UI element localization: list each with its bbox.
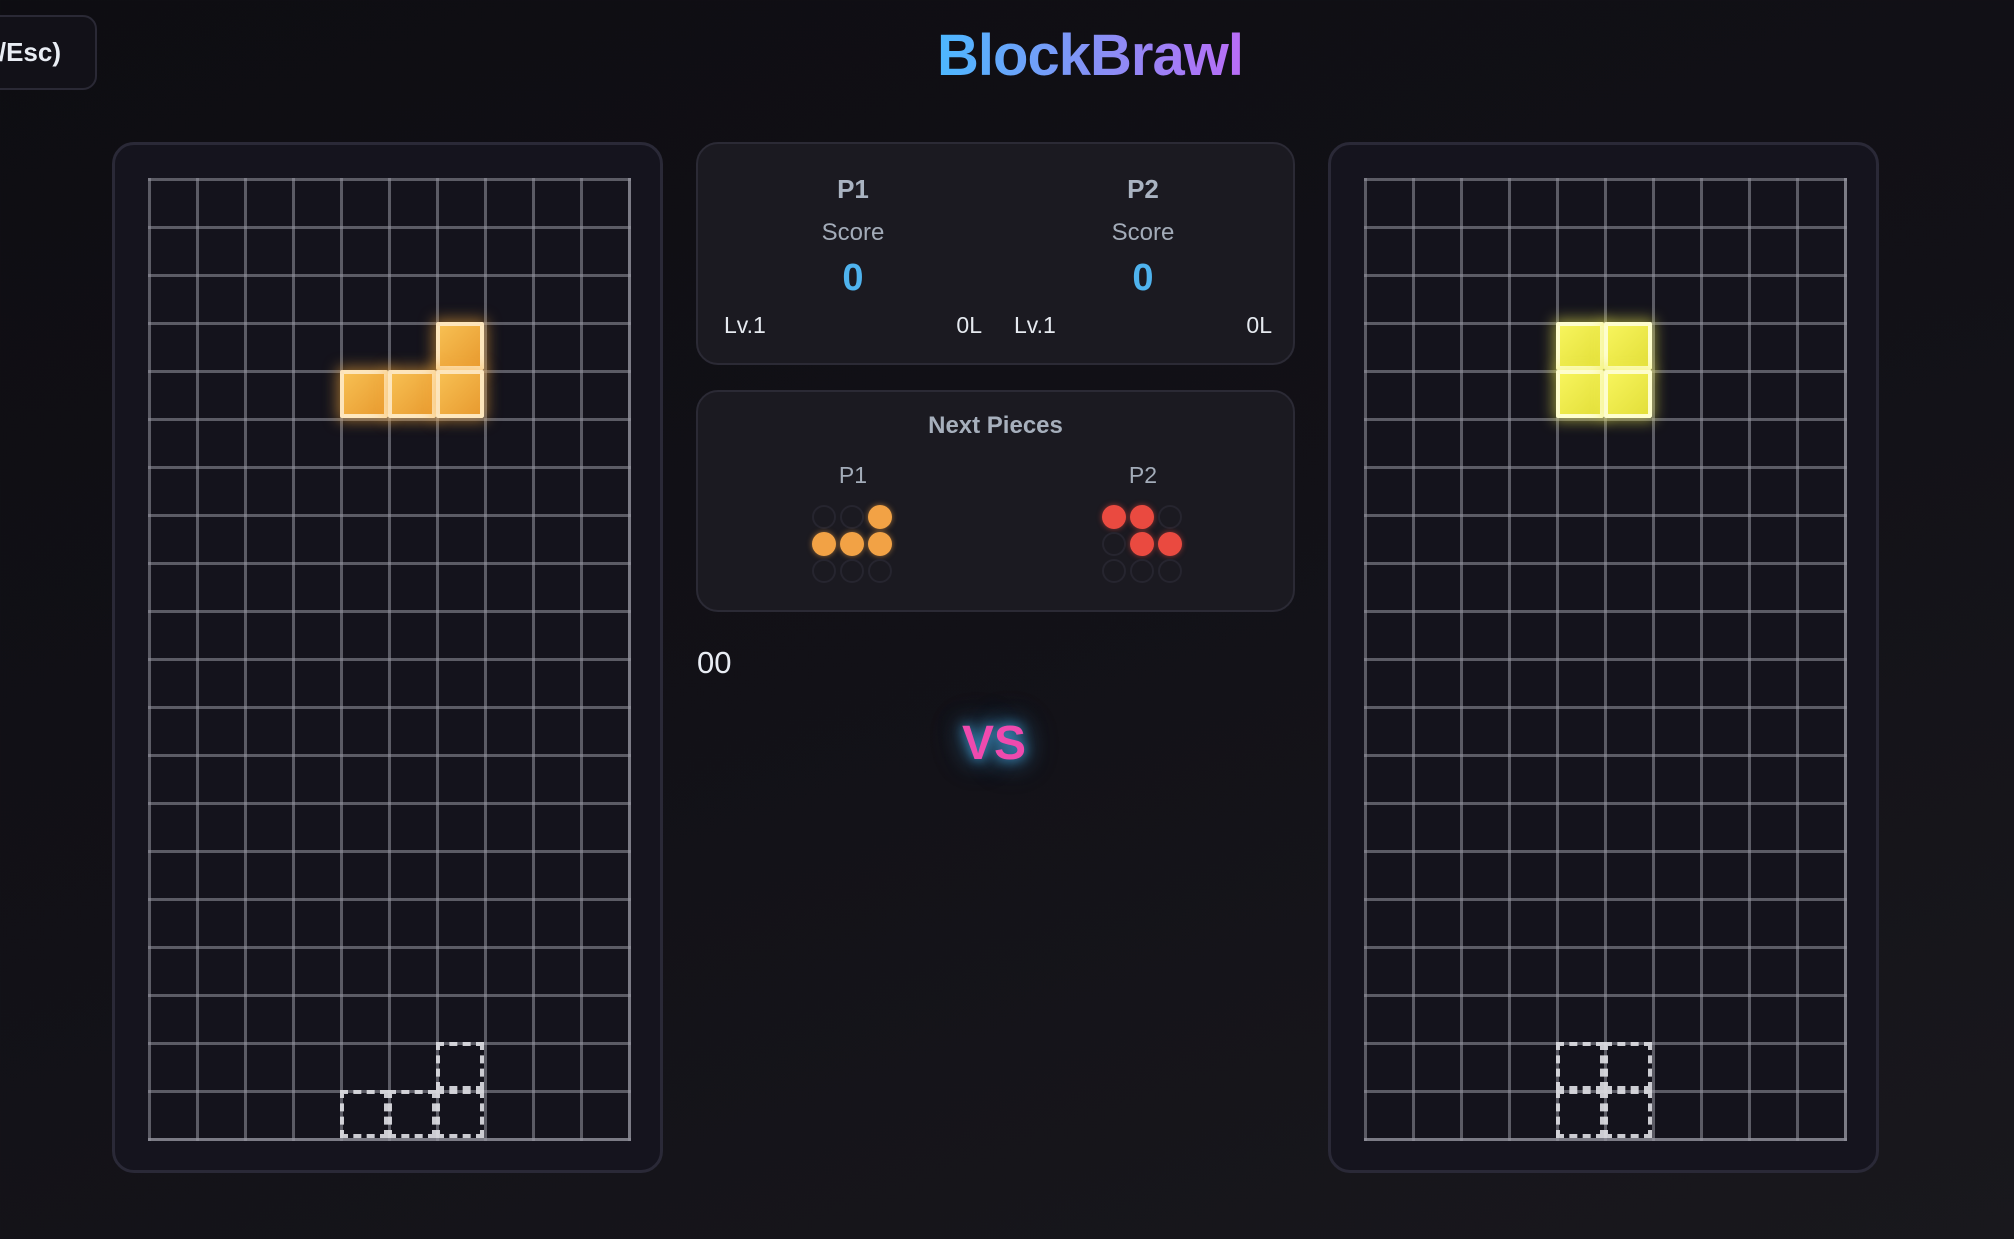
ghost-piece-block <box>1604 1042 1652 1090</box>
p1-next-label: P1 <box>838 462 868 488</box>
p2-next-label: P2 <box>1128 462 1158 488</box>
score-panel: P1 Score 0 Lv.1 0L P2 Score 0 Lv.1 0L <box>696 142 1295 365</box>
next-pieces-panel: Next Pieces P1 P2 <box>696 390 1295 612</box>
p1-score-column: P1 Score 0 Lv.1 0L <box>708 144 998 363</box>
p1-next-column: P1 <box>708 392 998 610</box>
next-piece-dot-empty <box>868 559 892 583</box>
p2-score-label: Score <box>1111 219 1175 246</box>
ghost-piece-block <box>1604 1090 1652 1138</box>
p1-next-piece-preview <box>812 505 896 583</box>
ghost-piece-block <box>436 1042 484 1090</box>
next-piece-dot-filled <box>1158 532 1182 556</box>
p2-lines: 0L <box>1246 312 1272 338</box>
p1-name: P1 <box>837 174 869 204</box>
next-piece-dot-filled <box>1130 505 1154 529</box>
next-pieces-title: Next Pieces <box>928 412 1063 439</box>
p2-level: Lv.1 <box>1014 312 1056 338</box>
next-piece-dot-empty <box>840 559 864 583</box>
next-piece-dot-filled <box>1102 505 1126 529</box>
p1-playfield-grid <box>148 178 631 1141</box>
match-timer: 00 <box>697 645 732 680</box>
p2-score-column: P2 Score 0 Lv.1 0L <box>998 144 1288 363</box>
active-piece-block <box>388 370 436 418</box>
p1-lines: 0L <box>956 312 982 338</box>
active-piece-block <box>1604 322 1652 370</box>
p2-playfield-grid <box>1364 178 1847 1141</box>
pause-button-label: /Esc) <box>0 37 61 67</box>
active-piece-block <box>436 322 484 370</box>
ghost-piece-block <box>388 1090 436 1138</box>
next-piece-dot-filled <box>840 532 864 556</box>
active-piece-block <box>436 370 484 418</box>
active-piece-block <box>1556 370 1604 418</box>
vs-label: VS <box>962 717 1027 770</box>
app-title-text: BlockBrawl <box>937 23 1244 88</box>
ghost-piece-block <box>436 1090 484 1138</box>
next-piece-dot-empty <box>812 505 836 529</box>
active-piece-block <box>1604 370 1652 418</box>
p2-name: P2 <box>1127 174 1159 204</box>
p1-score-label: Score <box>821 219 885 246</box>
p2-score-value: 0 <box>1132 257 1154 299</box>
next-piece-dot-empty <box>1158 559 1182 583</box>
p1-score-value: 0 <box>842 257 864 299</box>
p2-next-column: P2 <box>998 392 1288 610</box>
app-title: BlockBrawl <box>0 22 2014 89</box>
active-piece-block <box>1556 322 1604 370</box>
next-piece-dot-empty <box>1102 559 1126 583</box>
next-piece-dot-empty <box>1102 532 1126 556</box>
next-piece-dot-filled <box>812 532 836 556</box>
next-piece-dot-filled <box>868 532 892 556</box>
next-piece-dot-empty <box>812 559 836 583</box>
next-piece-dot-filled <box>868 505 892 529</box>
next-piece-dot-empty <box>840 505 864 529</box>
active-piece-block <box>340 370 388 418</box>
ghost-piece-block <box>340 1090 388 1138</box>
ghost-piece-block <box>1556 1090 1604 1138</box>
pause-button[interactable]: /Esc) <box>0 15 97 90</box>
p2-next-piece-preview <box>1102 505 1186 583</box>
next-piece-dot-empty <box>1158 505 1182 529</box>
p1-board <box>112 142 663 1173</box>
p2-board <box>1328 142 1879 1173</box>
next-piece-dot-filled <box>1130 532 1154 556</box>
p1-level: Lv.1 <box>724 312 766 338</box>
next-piece-dot-empty <box>1130 559 1154 583</box>
ghost-piece-block <box>1556 1042 1604 1090</box>
